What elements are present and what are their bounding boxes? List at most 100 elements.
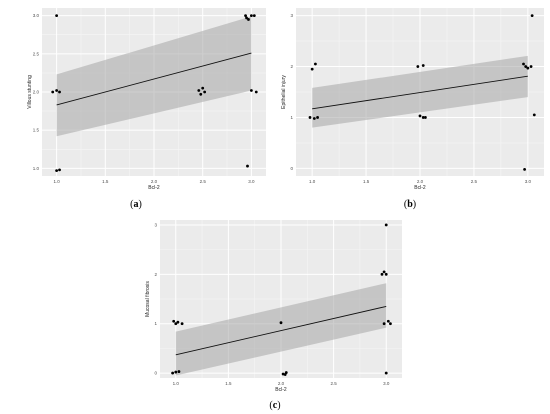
data-point [171, 371, 175, 375]
data-point [532, 113, 536, 117]
data-point [177, 370, 181, 373]
data-point [389, 322, 392, 326]
data-point [244, 14, 247, 18]
y-tick-label: 3 [290, 13, 293, 18]
data-point [421, 64, 425, 67]
data-point [249, 89, 253, 92]
chart-b-svg: 1.0 1.5 2.0 2.5 3.0 0 1 2 3 Bcl-2 Epithelial injur… [281, 8, 544, 191]
x-tick-label: 1.0 [309, 179, 316, 184]
panel-label-c-close: ) [277, 400, 281, 411]
data-point [247, 18, 250, 21]
x-tick-label: 2.0 [417, 179, 424, 184]
regression-line [312, 75, 528, 110]
data-point [174, 370, 178, 374]
x-tick-label: 1.0 [53, 179, 60, 184]
panel-label-a-letter: a [133, 199, 139, 210]
data-point [55, 14, 59, 18]
data-point [314, 62, 317, 66]
data-point [530, 14, 534, 18]
x-axis-label: Bcl-2 [148, 185, 160, 191]
chart-panel-c: 1.0 1.5 2.0 2.5 3.0 0 1 2 3 Bcl-2 Mucosal fibrosis [136, 212, 408, 396]
x-tick-label: 2.5 [330, 381, 337, 386]
confidence-band [56, 16, 252, 137]
data-point [423, 116, 427, 119]
data-point [382, 270, 386, 274]
data-point [51, 90, 55, 94]
regression-line [175, 305, 387, 356]
data-point [523, 167, 526, 171]
data-point [281, 372, 285, 376]
panel-label-b-open: ( [403, 199, 408, 210]
data-point [199, 92, 203, 96]
x-axis-label: Bcl-2 [275, 387, 287, 393]
confidence-band [312, 55, 528, 128]
data-point [316, 116, 319, 119]
data-point [58, 168, 61, 172]
data-point [386, 319, 390, 323]
data-point [197, 89, 201, 92]
panel-label-c-open: ( [269, 400, 273, 411]
y-tick-label: 2 [290, 64, 293, 69]
x-tick-label: 2.5 [200, 179, 207, 184]
data-point [180, 322, 184, 326]
data-point [254, 90, 258, 94]
y-tick-label: 0 [154, 371, 157, 376]
panel-label-c-letter: c [272, 400, 278, 411]
x-tick-label: 3.0 [383, 381, 390, 386]
x-tick-label: 2.0 [151, 179, 158, 184]
chart-c-svg: 1.0 1.5 2.0 2.5 3.0 0 1 2 3 Bcl-2 Mucosal fibrosis [145, 220, 402, 393]
data-point [384, 223, 388, 227]
y-tick-label: 1.0 [33, 166, 40, 171]
data-point [279, 321, 283, 325]
x-tick-label: 3.0 [248, 179, 255, 184]
x-tick-label: 1.5 [225, 381, 232, 386]
x-tick-label: 1.5 [102, 179, 109, 184]
data-point [524, 65, 528, 68]
data-point [283, 373, 287, 376]
y-tick-label: 1.5 [33, 128, 40, 133]
data-point [418, 114, 422, 118]
data-point [529, 65, 533, 68]
y-axis-label: Mucosal fibrosis [145, 281, 151, 317]
panel-label-c: (c) [260, 400, 290, 411]
data-point [55, 89, 59, 92]
x-tick-label: 2.5 [471, 179, 478, 184]
data-point [245, 16, 248, 20]
confidence-band [175, 283, 387, 376]
chart-panel-b: 1.0 1.5 2.0 2.5 3.0 0 1 2 3 Bcl-2 Epithelial injur… [278, 0, 550, 195]
data-point [203, 90, 207, 94]
data-point [384, 371, 388, 375]
data-point [55, 169, 59, 173]
data-point [380, 272, 384, 276]
chart-a-svg: 1.0 1.5 2.0 2.5 3.0 1.0 1.5 2.0 2.5 3.0 Bcl-2 Villo… [27, 8, 266, 191]
x-tick-label: 1.0 [173, 381, 180, 386]
y-tick-label: 2.0 [33, 90, 40, 95]
y-tick-label: 2.5 [33, 51, 40, 56]
data-point [246, 164, 249, 168]
data-point [312, 117, 316, 120]
y-tick-label: 2 [154, 272, 157, 277]
data-point [172, 319, 176, 323]
y-tick-label: 0 [290, 166, 293, 171]
panel-label-b-close: ) [412, 199, 417, 210]
panel-label-a: (a) [121, 199, 151, 210]
x-axis-label: Bcl-2 [414, 185, 426, 191]
x-tick-label: 1.5 [363, 179, 370, 184]
data-point [421, 116, 425, 119]
panel-label-a-close: ) [138, 199, 142, 210]
data-point [382, 322, 386, 326]
y-tick-label: 3 [154, 222, 157, 227]
chart-panel-a: 1.0 1.5 2.0 2.5 3.0 1.0 1.5 2.0 2.5 3.0 Bcl-2 Villo… [0, 0, 272, 195]
data-point [252, 14, 256, 18]
data-point [174, 322, 178, 326]
data-point [176, 320, 180, 324]
y-axis-label: Epithelial injury [281, 75, 287, 109]
data-point [522, 62, 525, 66]
panel-label-a-open: ( [130, 199, 134, 210]
data-point [201, 86, 205, 90]
data-point [308, 116, 312, 119]
x-tick-label: 3.0 [525, 179, 532, 184]
data-point [416, 65, 420, 68]
x-tick-label: 2.0 [278, 381, 285, 386]
data-point [58, 90, 61, 94]
